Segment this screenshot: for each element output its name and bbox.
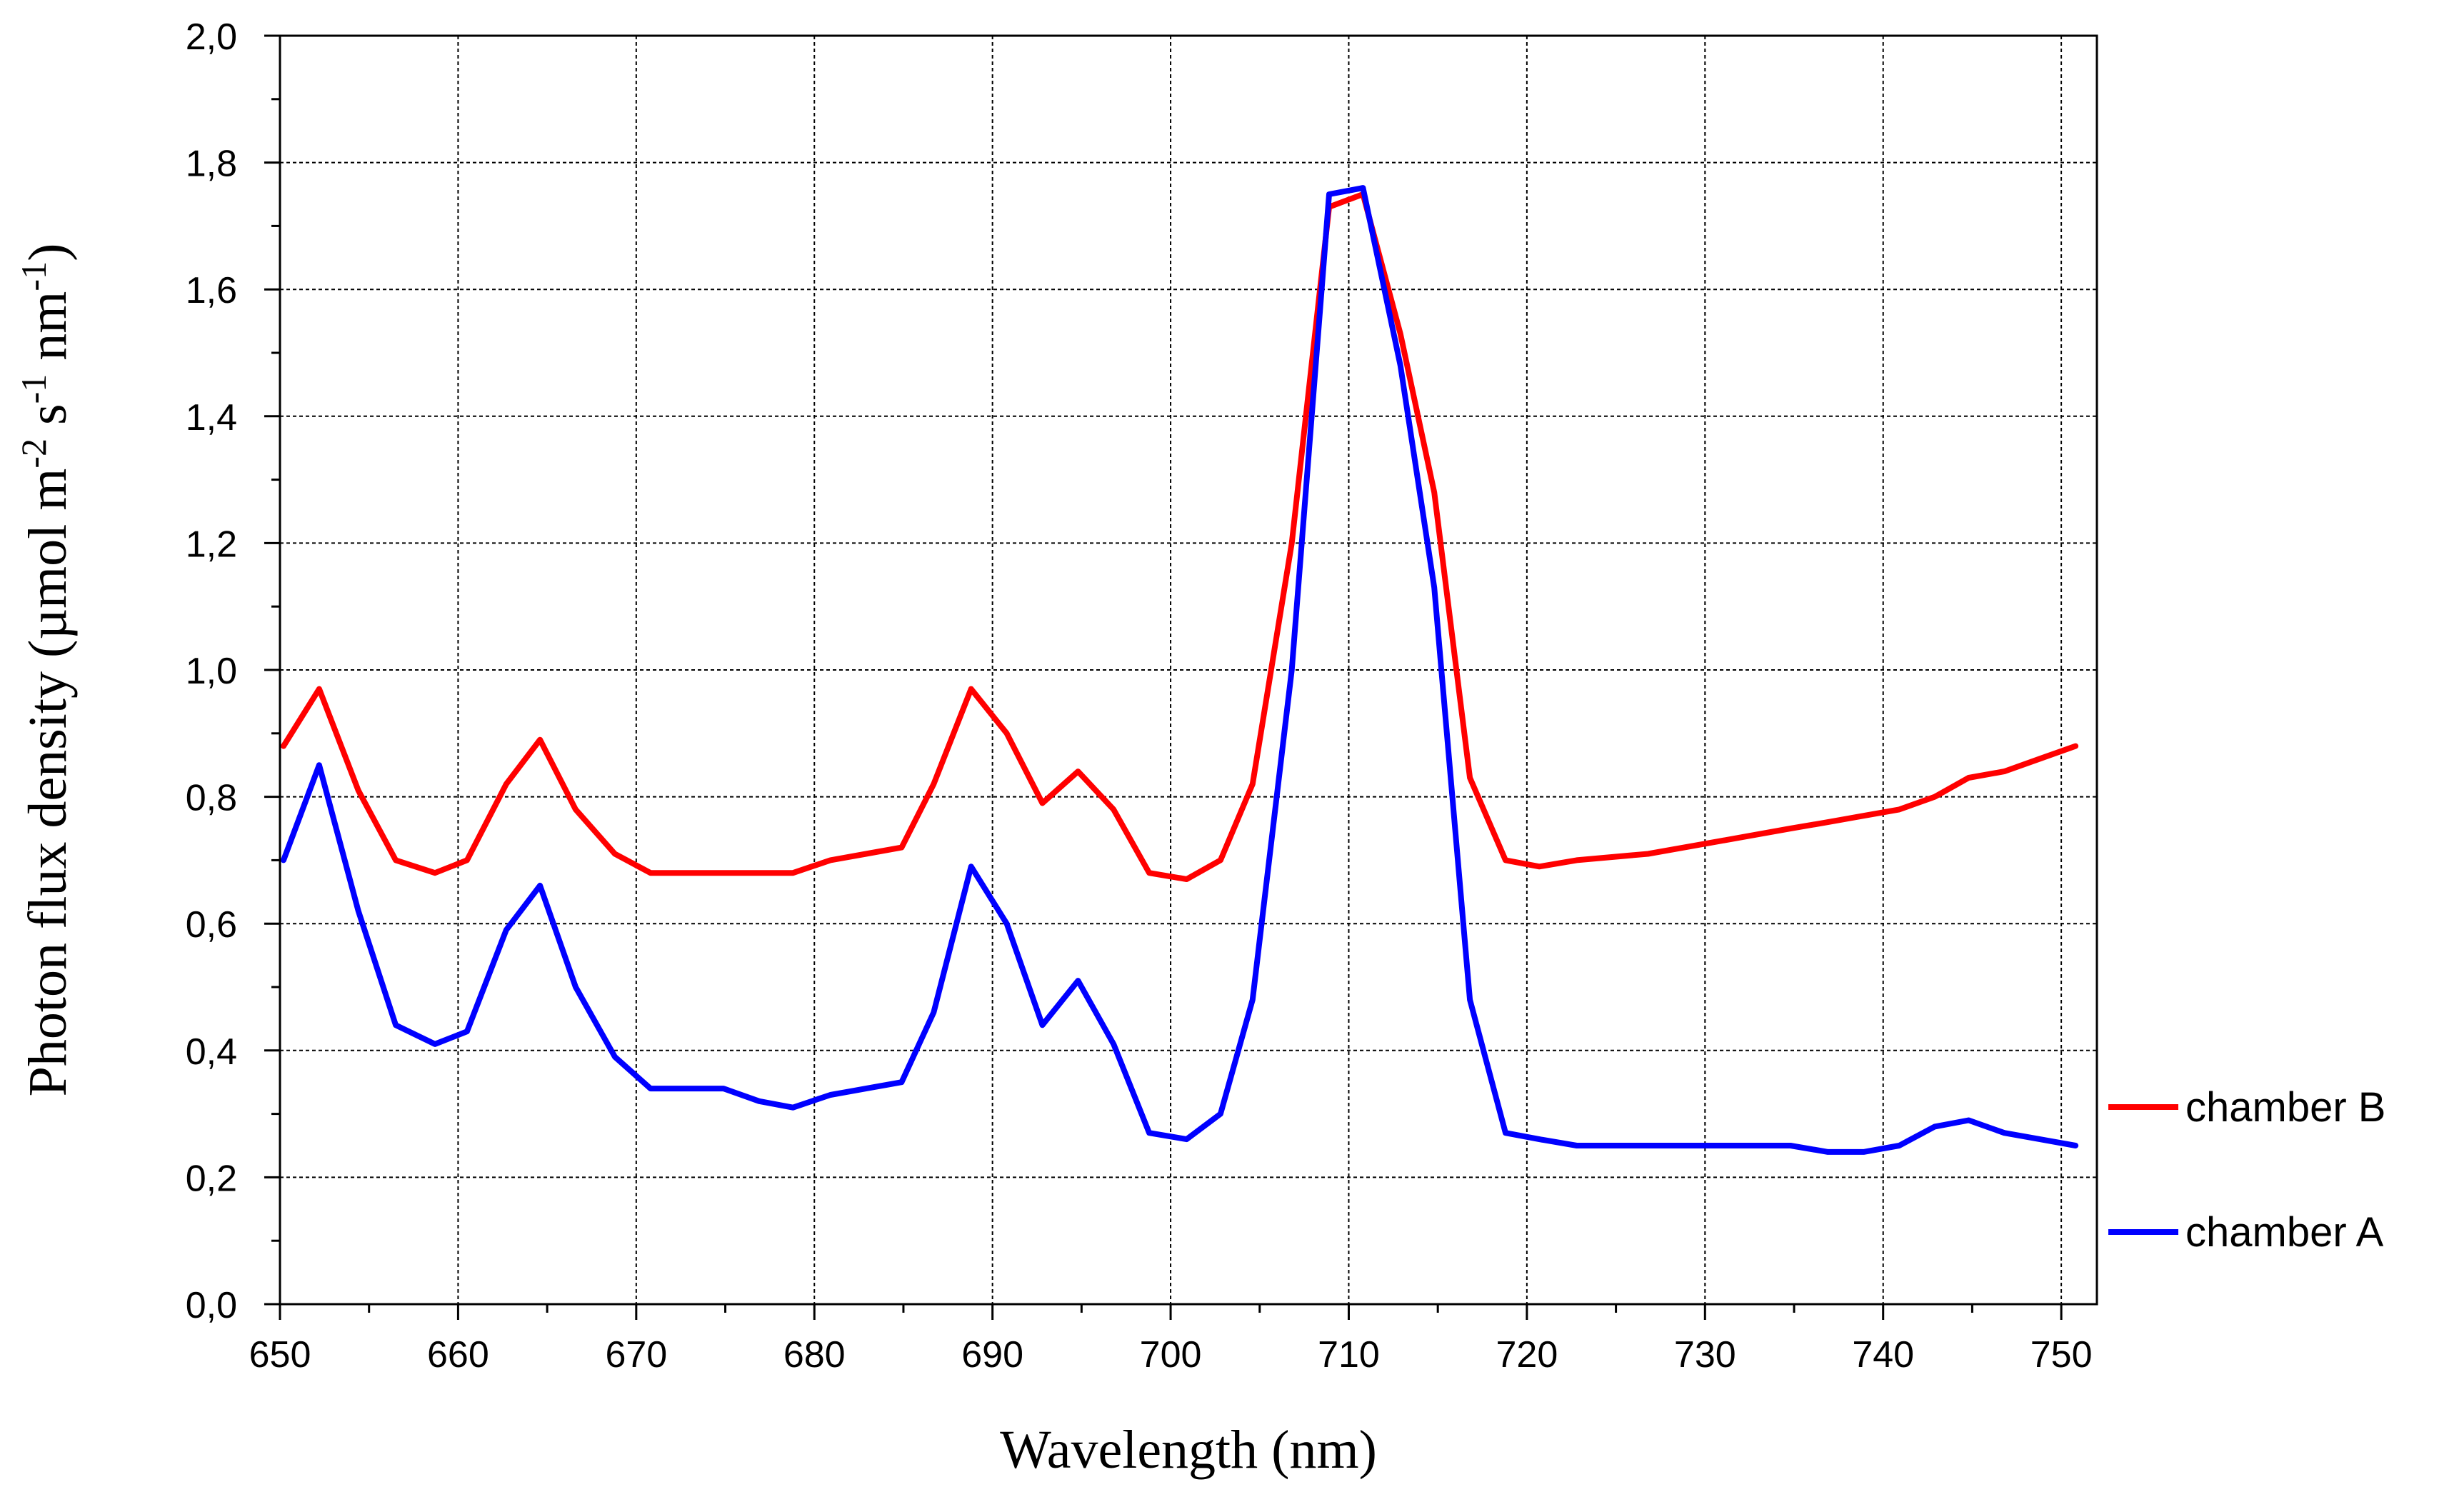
legend-label: chamber A (2185, 1209, 2384, 1256)
y-tick-label: 0,0 (186, 1285, 237, 1326)
x-tick-label: 690 (961, 1334, 1023, 1376)
y-tick-label: 1,6 (186, 270, 237, 311)
series-line-chamber-a (281, 185, 2079, 1155)
y-axis-title-part: nm (18, 291, 78, 374)
y-axis-title-sup: -1 (14, 374, 54, 404)
x-tick-label: 670 (605, 1334, 667, 1376)
x-tick-label: 720 (1496, 1334, 1558, 1376)
legend-label: chamber B (2185, 1084, 2385, 1131)
series-line-chamber-b (281, 191, 2079, 882)
x-tick-label: 650 (249, 1334, 311, 1376)
y-axis-title-part: Photon flux density (µmol m (18, 469, 78, 1097)
y-tick-label: 0,6 (186, 904, 237, 946)
y-tick-label: 0,8 (186, 778, 237, 819)
series-layer (281, 185, 2079, 1155)
x-tick-label: 740 (1852, 1334, 1914, 1376)
x-tick-label: 750 (2030, 1334, 2093, 1376)
y-axis-title-sup: -1 (14, 261, 54, 291)
x-axis-title: Wavelength (nm) (1000, 1420, 1377, 1480)
x-tick-label: 680 (783, 1334, 846, 1376)
x-tick-label: 700 (1140, 1334, 1202, 1376)
y-tick-label: 1,8 (186, 144, 237, 185)
y-axis-title-part: s (18, 404, 78, 439)
y-axis-title-part: ) (18, 244, 78, 261)
y-axis-title: Photon flux density (µmol m-2 s-1 nm-1) (14, 244, 78, 1097)
y-tick-label: 0,2 (186, 1158, 237, 1199)
legend: chamber B chamber A (2108, 1084, 2385, 1256)
axis-ticks: 650 660 670 680 690 700 710 720 730 740 750 0,0 0,2 0… (186, 16, 2093, 1376)
x-tick-label: 660 (427, 1334, 489, 1376)
x-tick-label: 710 (1318, 1334, 1380, 1376)
x-tick-label: 730 (1674, 1334, 1736, 1376)
y-tick-label: 1,0 (186, 651, 237, 692)
y-tick-label: 1,2 (186, 524, 237, 565)
y-tick-label: 2,0 (186, 16, 237, 58)
y-tick-label: 0,4 (186, 1031, 237, 1073)
y-tick-label: 1,4 (186, 397, 237, 439)
y-axis-title-sup: -2 (14, 439, 54, 469)
